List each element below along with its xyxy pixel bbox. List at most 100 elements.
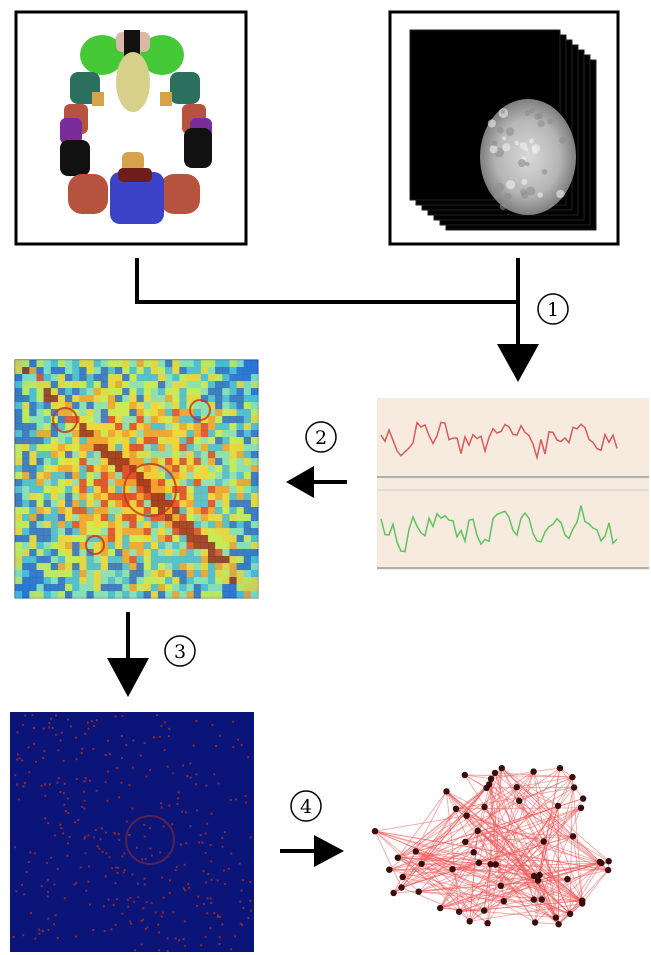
binary-edge xyxy=(46,879,49,882)
correlation-cell xyxy=(200,528,209,536)
correlation-cell xyxy=(165,430,173,438)
correlation-cell xyxy=(43,486,52,494)
correlation-cell xyxy=(250,472,259,480)
correlation-cell xyxy=(72,563,80,571)
correlation-cell xyxy=(143,591,152,599)
correlation-cell xyxy=(86,591,94,599)
correlation-cell xyxy=(229,388,237,396)
network-edge xyxy=(478,862,559,925)
correlation-cell xyxy=(43,458,52,466)
correlation-cell xyxy=(65,584,73,592)
correlation-cell xyxy=(150,591,159,599)
correlation-cell xyxy=(179,479,187,487)
correlation-cell xyxy=(243,479,252,487)
correlation-cell xyxy=(165,514,173,522)
correlation-cell xyxy=(207,591,216,599)
correlation-cell xyxy=(65,458,73,466)
network-node xyxy=(605,858,612,865)
correlation-cell xyxy=(65,381,73,389)
binary-edge xyxy=(157,923,160,926)
binary-edge xyxy=(114,882,117,885)
correlation-cell xyxy=(43,556,52,564)
mri-texture xyxy=(517,159,526,168)
correlation-cell xyxy=(172,591,180,599)
correlation-cell xyxy=(65,521,73,529)
network-edge xyxy=(397,857,600,863)
correlation-cell xyxy=(165,437,173,445)
correlation-cell xyxy=(93,458,102,466)
correlation-cell xyxy=(122,451,130,459)
binary-edge xyxy=(184,889,187,892)
correlation-cell xyxy=(29,542,37,550)
correlation-cell xyxy=(136,500,144,508)
correlation-cell xyxy=(243,360,252,368)
mri-texture xyxy=(514,140,519,146)
binary-edge xyxy=(126,898,129,901)
correlation-cell xyxy=(65,542,73,550)
correlation-cell xyxy=(236,570,245,578)
correlation-cell xyxy=(222,507,230,515)
correlation-cell xyxy=(65,409,73,417)
correlation-cell xyxy=(143,472,152,480)
atlas-region-orange xyxy=(92,92,104,106)
step-3-number: 3 xyxy=(174,641,186,663)
correlation-cell xyxy=(79,444,87,452)
correlation-cell xyxy=(250,437,259,445)
binary-edge xyxy=(84,777,87,780)
correlation-cell xyxy=(243,437,252,445)
binary-edge xyxy=(171,823,174,826)
correlation-cell xyxy=(157,402,166,410)
correlation-cell xyxy=(215,388,223,396)
binary-edge xyxy=(59,739,62,742)
binary-edge xyxy=(162,896,165,899)
correlation-cell xyxy=(115,570,123,578)
correlation-cell xyxy=(72,374,80,382)
correlation-cell xyxy=(57,514,66,522)
correlation-cell xyxy=(22,444,30,452)
correlation-cell xyxy=(143,535,152,543)
correlation-cell xyxy=(79,591,87,599)
correlation-cell xyxy=(150,507,159,515)
correlation-cell xyxy=(15,521,23,529)
network-edge xyxy=(581,869,609,904)
binary-edge xyxy=(17,798,20,801)
correlation-cell xyxy=(15,458,23,466)
binary-edge xyxy=(189,762,192,765)
binary-edge xyxy=(174,869,177,872)
correlation-cell xyxy=(50,500,59,508)
correlation-cell xyxy=(122,465,130,473)
correlation-cell xyxy=(229,556,237,564)
correlation-cell xyxy=(122,556,130,564)
correlation-cell xyxy=(236,444,245,452)
binary-edge xyxy=(185,842,188,845)
correlation-cell xyxy=(43,381,52,389)
binary-edge xyxy=(142,907,145,910)
correlation-cell xyxy=(229,500,237,508)
correlation-cell xyxy=(107,458,116,466)
correlation-cell xyxy=(36,395,44,403)
network-node xyxy=(394,854,401,861)
correlation-cell xyxy=(72,535,80,543)
correlation-cell xyxy=(86,479,94,487)
correlation-cell xyxy=(222,591,230,599)
correlation-matrix-panel xyxy=(14,359,259,599)
correlation-cell xyxy=(65,465,73,473)
correlation-cell xyxy=(129,472,137,480)
correlation-cell xyxy=(22,535,30,543)
correlation-cell xyxy=(222,486,230,494)
correlation-cell xyxy=(100,437,109,445)
binary-edge xyxy=(127,905,130,908)
network-edge xyxy=(397,791,447,858)
network-node xyxy=(466,918,473,925)
correlation-cell xyxy=(15,430,23,438)
binary-edge xyxy=(217,915,219,918)
correlation-cell xyxy=(186,451,194,459)
binary-edge xyxy=(57,777,60,780)
correlation-cell xyxy=(157,388,166,396)
network-node xyxy=(452,805,460,812)
correlation-cell xyxy=(79,360,87,368)
correlation-cell xyxy=(215,479,223,487)
atlas-region-teal xyxy=(170,72,200,104)
correlation-cell xyxy=(236,486,245,494)
binary-edge xyxy=(92,747,95,750)
